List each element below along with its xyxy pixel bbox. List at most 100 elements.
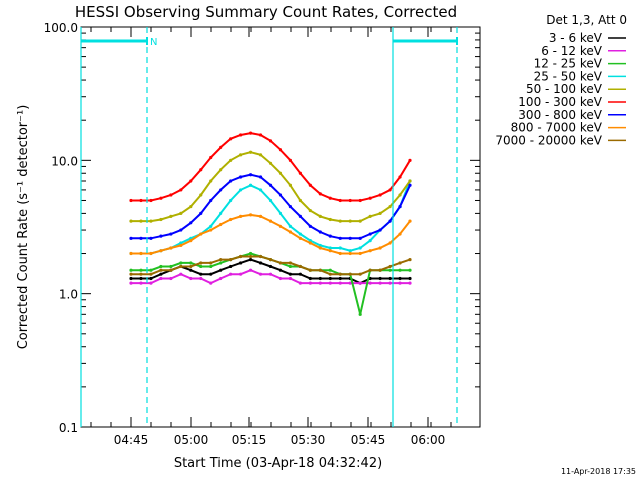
legend-label: 3 - 6 keV [549, 31, 603, 45]
data-point [159, 272, 163, 276]
data-point [278, 268, 283, 272]
data-point [398, 261, 402, 265]
data-point [288, 261, 293, 265]
x-axis: 04:45 05:00 05:15 05:30 05:45 06:00 [90, 27, 452, 447]
data-point [129, 276, 133, 281]
data-point [248, 150, 253, 154]
data-point [149, 272, 153, 276]
data-point [239, 133, 243, 137]
data-point [348, 236, 352, 240]
data-point [288, 183, 293, 187]
data-point [388, 268, 392, 272]
data-point [368, 281, 372, 285]
data-point [199, 272, 203, 276]
data-point [318, 268, 322, 272]
data-point [318, 230, 322, 234]
data-point [368, 232, 372, 236]
data-point [209, 179, 213, 183]
y-tick-label: 10.0 [51, 154, 78, 168]
data-point [298, 198, 302, 203]
data-point [358, 236, 362, 240]
data-point [388, 204, 392, 209]
x-tick-label: 05:45 [351, 433, 386, 447]
data-point [308, 183, 312, 187]
data-point [328, 276, 332, 281]
data-point [298, 171, 302, 175]
data-point [298, 281, 302, 285]
data-point [199, 276, 203, 281]
data-point [219, 211, 223, 215]
data-point [288, 230, 293, 234]
data-point [189, 268, 193, 272]
data-point [378, 228, 382, 232]
data-point [248, 258, 253, 262]
y-tick-label: 1.0 [59, 288, 78, 302]
legend-label: 12 - 25 keV [534, 57, 603, 71]
series-line [131, 132, 411, 202]
data-point [358, 272, 362, 276]
data-point [358, 219, 362, 223]
data-point [288, 272, 293, 276]
data-point [199, 264, 203, 269]
data-point [368, 249, 372, 253]
data-point [209, 261, 213, 265]
data-point [248, 268, 253, 272]
data-point [348, 251, 352, 256]
data-point [338, 251, 342, 256]
data-point [308, 208, 312, 213]
data-point [328, 234, 332, 238]
footer-timestamp: 11-Apr-2018 17:35 [561, 467, 636, 476]
data-point [169, 264, 173, 269]
data-point [159, 264, 163, 269]
data-point [209, 198, 213, 203]
data-point [268, 198, 273, 203]
data-point [189, 239, 193, 243]
data-point [209, 228, 213, 232]
data-point [239, 188, 243, 192]
data-point [258, 272, 263, 276]
data-point [139, 219, 143, 223]
data-point [219, 222, 223, 227]
overlay-layer: N [80, 27, 458, 427]
data-point [258, 133, 263, 137]
data-point [159, 276, 163, 281]
data-point [199, 232, 203, 236]
data-point [219, 145, 223, 150]
data-point [209, 272, 213, 276]
data-point [248, 173, 253, 177]
data-point [149, 251, 153, 256]
data-point [139, 276, 143, 281]
data-point [149, 276, 153, 281]
data-point [268, 183, 273, 187]
data-point [199, 211, 203, 215]
y-axis-label: Corrected Count Rate (s⁻¹ detector⁻¹) [16, 105, 31, 350]
data-point [268, 219, 273, 223]
data-point [219, 276, 223, 281]
data-point [358, 251, 362, 256]
data-point [408, 219, 412, 223]
legend-label: 800 - 7000 keV [511, 121, 603, 135]
data-point [278, 193, 283, 197]
legend-label: 50 - 100 keV [526, 82, 603, 96]
data-point [159, 268, 163, 272]
data-point [358, 198, 362, 203]
data-point [258, 175, 263, 179]
data-point [288, 264, 293, 269]
data-point [159, 196, 163, 200]
data-point [328, 196, 332, 200]
data-point [348, 198, 352, 203]
data-point [199, 193, 203, 197]
data-point [179, 228, 183, 232]
data-point [268, 258, 273, 262]
data-point [219, 268, 223, 272]
data-point [298, 264, 302, 269]
data-point [129, 219, 133, 223]
data-point [239, 175, 243, 179]
data-point [129, 198, 133, 203]
y-axis: 0.1 1.0 10.0 100.0 [44, 21, 480, 435]
legend-label: 25 - 50 keV [534, 69, 603, 83]
data-point [248, 183, 253, 187]
data-point [179, 211, 183, 215]
data-point [268, 264, 273, 269]
data-point [258, 153, 263, 157]
